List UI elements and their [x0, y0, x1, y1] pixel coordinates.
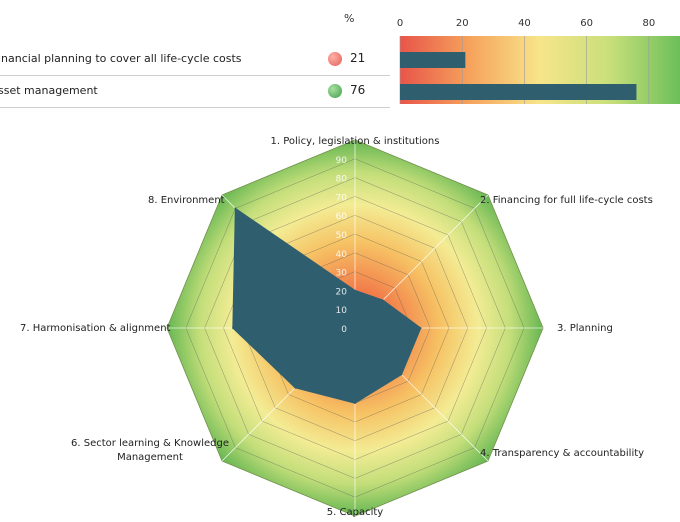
- radar-tick-label: 60: [336, 212, 348, 222]
- radar-tick-label: 0: [341, 325, 347, 335]
- row-value: 21: [350, 51, 366, 65]
- row-value: 76: [350, 83, 366, 97]
- radar-tick-label: 80: [336, 175, 348, 185]
- table-row: sset management 76: [0, 76, 390, 108]
- horizontal-bar-chart: 0 20 40 60 80: [397, 18, 680, 104]
- bar-tick-label: 20: [456, 18, 469, 29]
- radar-tick-label: 20: [336, 287, 348, 297]
- status-dot-icon: [328, 52, 342, 66]
- table-row: inancial planning to cover all life-cycl…: [0, 44, 390, 76]
- radar-tick-label: 70: [336, 193, 348, 203]
- radar-chart: 0 10 20 30 40 50 60 70 80 90 1. Policy, legislati…: [20, 136, 653, 518]
- bar-tick-label: 40: [518, 18, 531, 29]
- radar-axis-label: 2. Financing for full life-cycle costs: [480, 195, 653, 206]
- row-label: sset management: [0, 84, 98, 97]
- status-dot-icon: [328, 84, 342, 98]
- radar-tick-label: 90: [336, 156, 348, 166]
- bar-tick-label: 80: [643, 18, 656, 29]
- percent-column-header: %: [344, 12, 355, 25]
- radar-data-point: [234, 207, 237, 210]
- row-divider: [0, 75, 390, 76]
- radar-tick-label: 30: [336, 269, 348, 279]
- row-label: inancial planning to cover all life-cycl…: [0, 52, 242, 65]
- radar-data-point: [420, 327, 422, 329]
- radar-axis-label: 5. Capacity: [327, 507, 384, 518]
- radar-axis-label: 7. Harmonisation & alignment: [20, 323, 171, 334]
- radar-data-point: [400, 373, 403, 376]
- indicator-table: % inancial planning to cover all life-cy…: [0, 0, 390, 110]
- radar-data-point: [294, 387, 296, 389]
- radar-axis-label: 4. Transparency & accountability: [480, 448, 644, 459]
- radar-axis-label: 8. Environment: [148, 195, 225, 206]
- radar-tick-label: 50: [336, 231, 348, 241]
- bar-tick-label: 0: [397, 18, 403, 29]
- radar-tick-label: 40: [336, 250, 348, 260]
- bar-tick-label: 60: [580, 18, 593, 29]
- radar-tick-label: 10: [336, 306, 348, 316]
- radar-axis-label: 3. Planning: [557, 323, 613, 334]
- radar-axis-label: 1. Policy, legislation & institutions: [271, 136, 440, 147]
- radar-axis-label: 6. Sector learning & Knowledge Management: [71, 438, 229, 463]
- radar-data-point: [354, 402, 356, 405]
- bar-mark: [400, 52, 466, 68]
- radar-data-point: [232, 327, 234, 329]
- row-divider: [0, 107, 390, 108]
- bar-mark: [400, 84, 637, 100]
- radar-data-point: [382, 299, 384, 301]
- radar-data-point: [354, 289, 356, 292]
